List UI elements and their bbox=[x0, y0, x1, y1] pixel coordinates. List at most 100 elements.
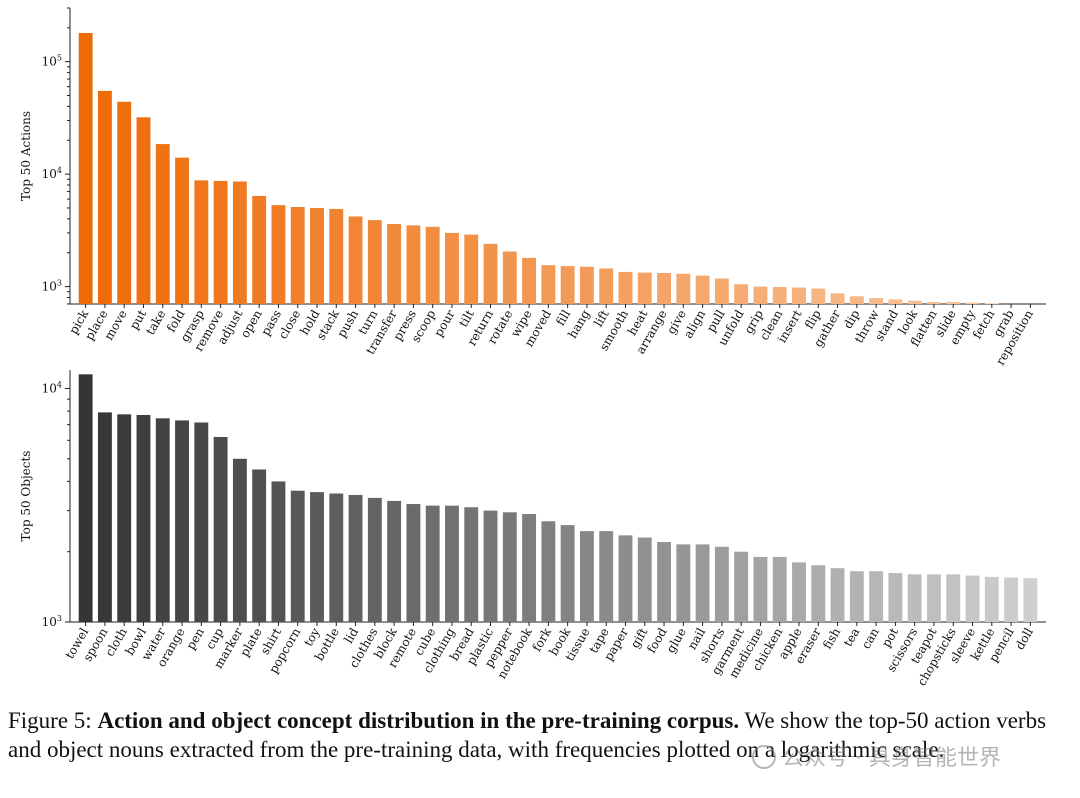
y-axis-label: Top 50 Actions bbox=[19, 111, 33, 201]
bar-chopsticks bbox=[946, 574, 961, 622]
x-tick-label: pour bbox=[431, 307, 457, 339]
bar-scissors bbox=[907, 574, 922, 622]
bar-throw bbox=[869, 298, 884, 304]
bar-unfold bbox=[734, 284, 749, 304]
bar-gift bbox=[637, 537, 652, 622]
bar-shorts bbox=[714, 546, 729, 622]
bar-shirt bbox=[271, 481, 286, 622]
bar-open bbox=[252, 195, 267, 304]
bar-push bbox=[348, 216, 363, 304]
bar-clothes bbox=[367, 497, 382, 622]
bar-tea bbox=[849, 571, 864, 622]
x-tick-label: fill bbox=[553, 307, 573, 328]
bar-look bbox=[907, 300, 922, 304]
bar-toy bbox=[310, 492, 324, 622]
bar-hang bbox=[579, 266, 594, 304]
bar-plate bbox=[252, 469, 267, 622]
bar-bottle bbox=[329, 493, 344, 622]
bar-cube bbox=[425, 505, 440, 622]
bar-fold bbox=[175, 157, 189, 304]
figure-caption: Figure 5: Action and object concept dist… bbox=[8, 706, 1074, 764]
bar-popcorn bbox=[290, 490, 305, 622]
bar-grasp bbox=[194, 180, 209, 304]
bar-cup bbox=[213, 436, 228, 622]
bar-move bbox=[117, 101, 132, 304]
bar-tape bbox=[599, 531, 614, 622]
bar-close bbox=[290, 207, 305, 304]
bar-bread bbox=[464, 507, 479, 622]
x-tick-label: food bbox=[644, 625, 670, 655]
bar-heat bbox=[637, 272, 652, 304]
bar-rotate bbox=[502, 251, 517, 304]
wechat-logo-icon bbox=[752, 745, 776, 769]
x-tick-label: take bbox=[143, 308, 168, 338]
bar-eraser bbox=[811, 565, 826, 622]
bar-tissue bbox=[579, 531, 594, 622]
bar-insert bbox=[792, 287, 806, 304]
bar-empty bbox=[965, 302, 980, 304]
bar-align bbox=[695, 275, 710, 304]
x-tick-label: push bbox=[334, 307, 361, 340]
watermark-text: 公众号 · 具身智能世界 bbox=[782, 746, 1001, 771]
x-tick-label: pen bbox=[184, 625, 208, 652]
bar-plastic bbox=[483, 510, 498, 622]
bar-glue bbox=[676, 544, 691, 622]
bar-turn bbox=[367, 220, 382, 304]
bar-fill bbox=[560, 266, 575, 304]
x-tick-label: glue bbox=[664, 626, 689, 656]
y-tick-label: 103 bbox=[42, 614, 62, 629]
x-tick-label: doll bbox=[1013, 625, 1036, 652]
bar-grip bbox=[753, 286, 768, 304]
bar-garment bbox=[734, 551, 749, 622]
caption-bold: Action and object concept distribution i… bbox=[97, 708, 740, 733]
bar-gather bbox=[830, 293, 845, 304]
x-tick-label: open bbox=[238, 307, 265, 340]
bar-notebook bbox=[522, 514, 537, 622]
x-tick-label: can bbox=[859, 625, 882, 651]
bar-dip bbox=[849, 296, 864, 304]
bar-sleeve bbox=[965, 575, 980, 622]
bar-put bbox=[136, 117, 151, 305]
bar-transfer bbox=[387, 224, 402, 304]
bar-slide bbox=[946, 301, 961, 304]
bar-remote bbox=[406, 504, 421, 622]
bar-pot bbox=[888, 573, 903, 622]
bar-doll bbox=[1023, 578, 1038, 622]
x-tick-label: lid bbox=[341, 625, 361, 646]
bar-remove bbox=[213, 180, 228, 304]
caption-prefix: Figure 5: bbox=[8, 708, 98, 733]
y-tick-label: 103 bbox=[42, 279, 62, 294]
bar-chicken bbox=[772, 556, 787, 622]
watermark: 公众号 · 具身智能世界 bbox=[752, 740, 1001, 772]
bar-book bbox=[560, 525, 575, 622]
bar-kettle bbox=[984, 576, 999, 622]
bar-food bbox=[657, 542, 671, 622]
y-tick-label: 104 bbox=[42, 380, 62, 395]
bar-teapot bbox=[927, 574, 941, 622]
y-tick-label: 105 bbox=[42, 54, 62, 69]
bar-pass bbox=[271, 205, 286, 304]
bar-orange bbox=[175, 420, 189, 622]
bar-press bbox=[406, 225, 421, 304]
bar-paper bbox=[618, 535, 633, 622]
bar-take bbox=[155, 144, 170, 304]
bar-give bbox=[676, 273, 691, 304]
bar-clothing bbox=[445, 505, 459, 622]
bar-place bbox=[97, 90, 112, 304]
bar-fetch bbox=[984, 303, 999, 304]
bar-cloth bbox=[117, 414, 132, 622]
y-axis-label: Top 50 Objects bbox=[19, 451, 33, 542]
bar-pick bbox=[78, 32, 93, 304]
bar-medicine bbox=[753, 556, 768, 622]
x-tick-label: fish bbox=[820, 625, 843, 651]
bar-nail bbox=[695, 544, 710, 622]
bar-flip bbox=[811, 288, 826, 304]
bar-stand bbox=[888, 299, 903, 304]
bar-fork bbox=[541, 521, 556, 622]
x-tick-label: hang bbox=[565, 307, 592, 341]
bar-pencil bbox=[1004, 577, 1019, 622]
bar-stack bbox=[329, 208, 344, 304]
